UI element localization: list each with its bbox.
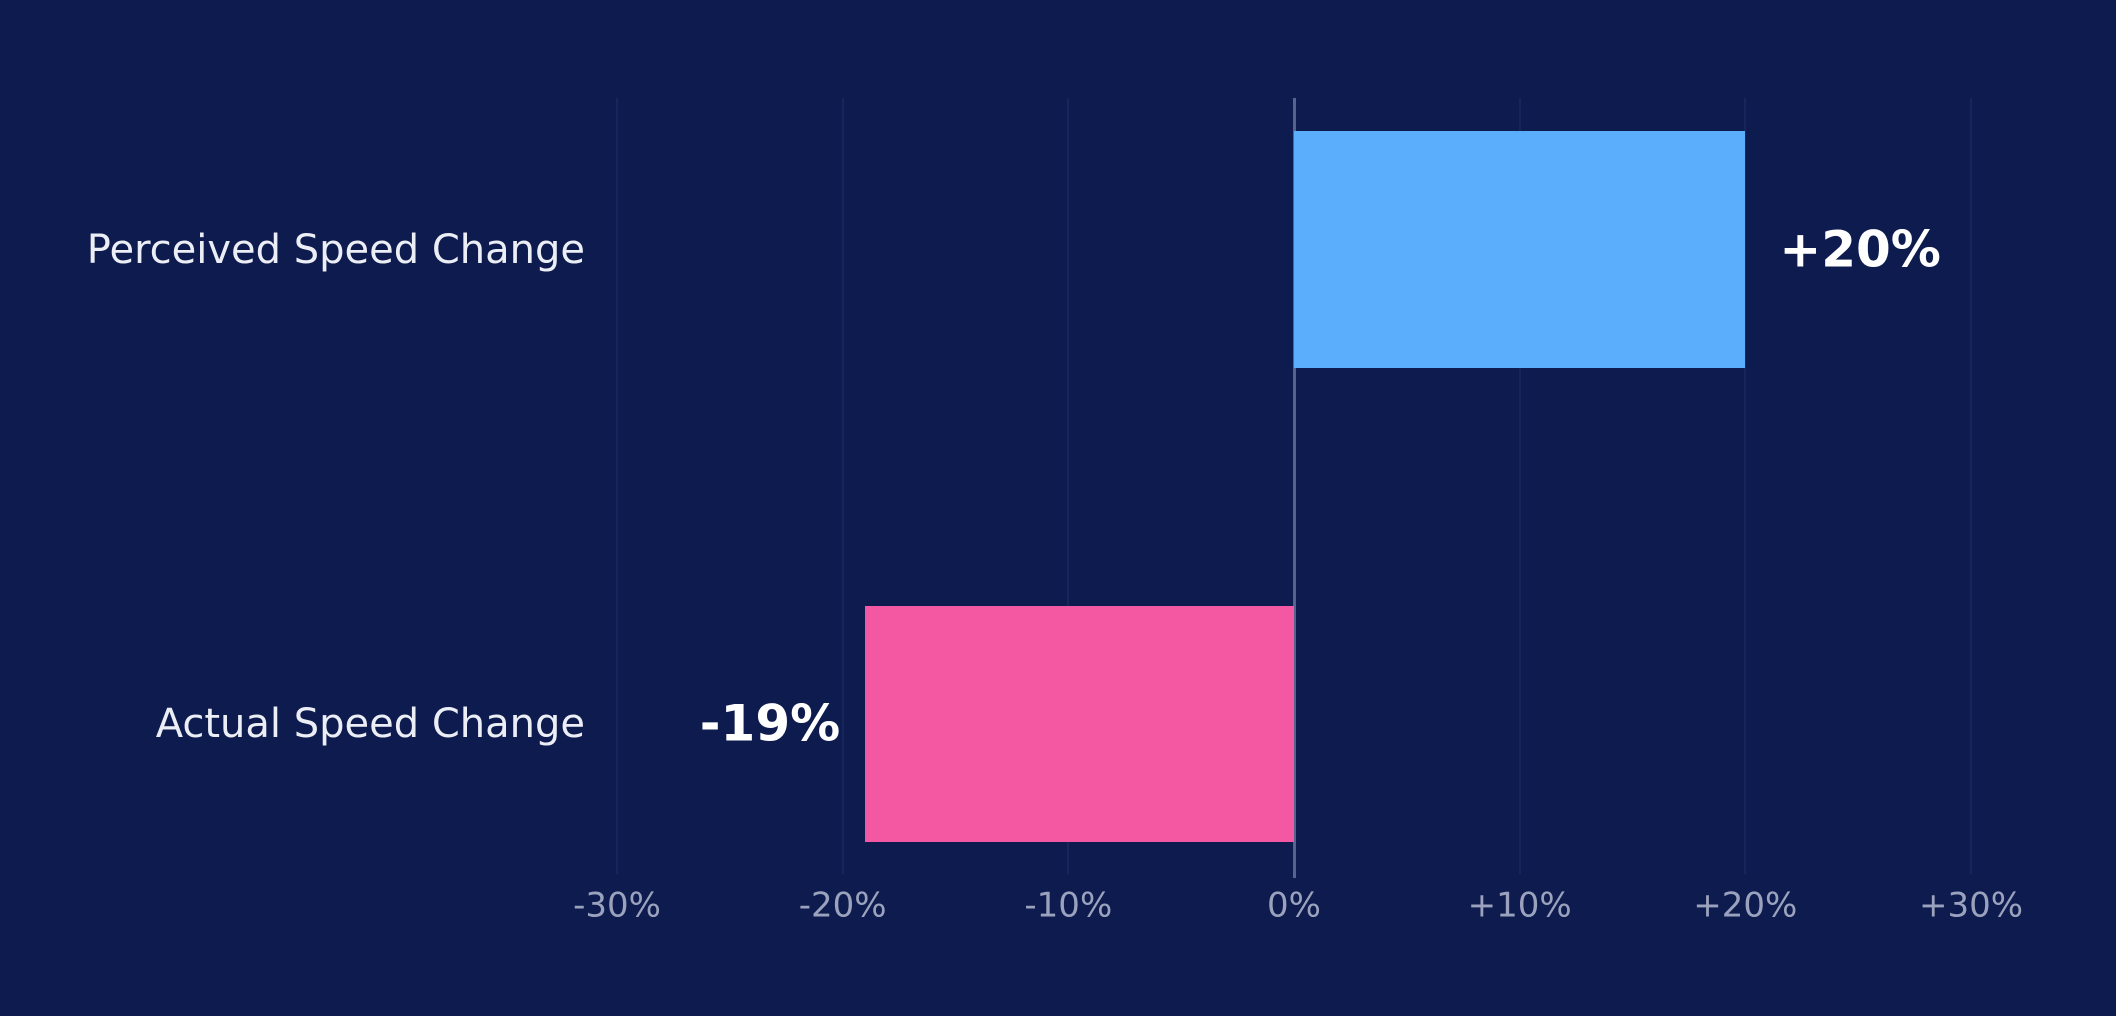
- category-label-actual-speed-change: Actual Speed Change: [155, 701, 585, 747]
- gridline: [616, 98, 618, 874]
- x-tick-label: +30%: [1918, 885, 2024, 926]
- x-tick-label: +20%: [1693, 885, 1798, 926]
- bar-perceived-speed-change: [1294, 131, 1746, 368]
- x-tick-label: -10%: [1024, 885, 1113, 926]
- x-tick-label: -30%: [573, 885, 661, 926]
- x-tick-label: +10%: [1467, 885, 1572, 926]
- value-label-actual-speed-change: -19%: [699, 694, 841, 753]
- category-label-perceived-speed-change: Perceived Speed Change: [86, 226, 585, 273]
- gridline: [1744, 98, 1747, 874]
- bar-actual-speed-change: [865, 606, 1294, 842]
- zero-axis-line: [1292, 98, 1296, 878]
- gridline: [1067, 98, 1070, 874]
- x-tick-label: 0%: [1267, 885, 1321, 926]
- gridline: [1970, 98, 1972, 874]
- gridline: [1518, 98, 1521, 874]
- gridline: [841, 98, 844, 874]
- x-tick-label: -20%: [798, 885, 887, 926]
- value-label-perceived-speed-change: +20%: [1779, 220, 1941, 278]
